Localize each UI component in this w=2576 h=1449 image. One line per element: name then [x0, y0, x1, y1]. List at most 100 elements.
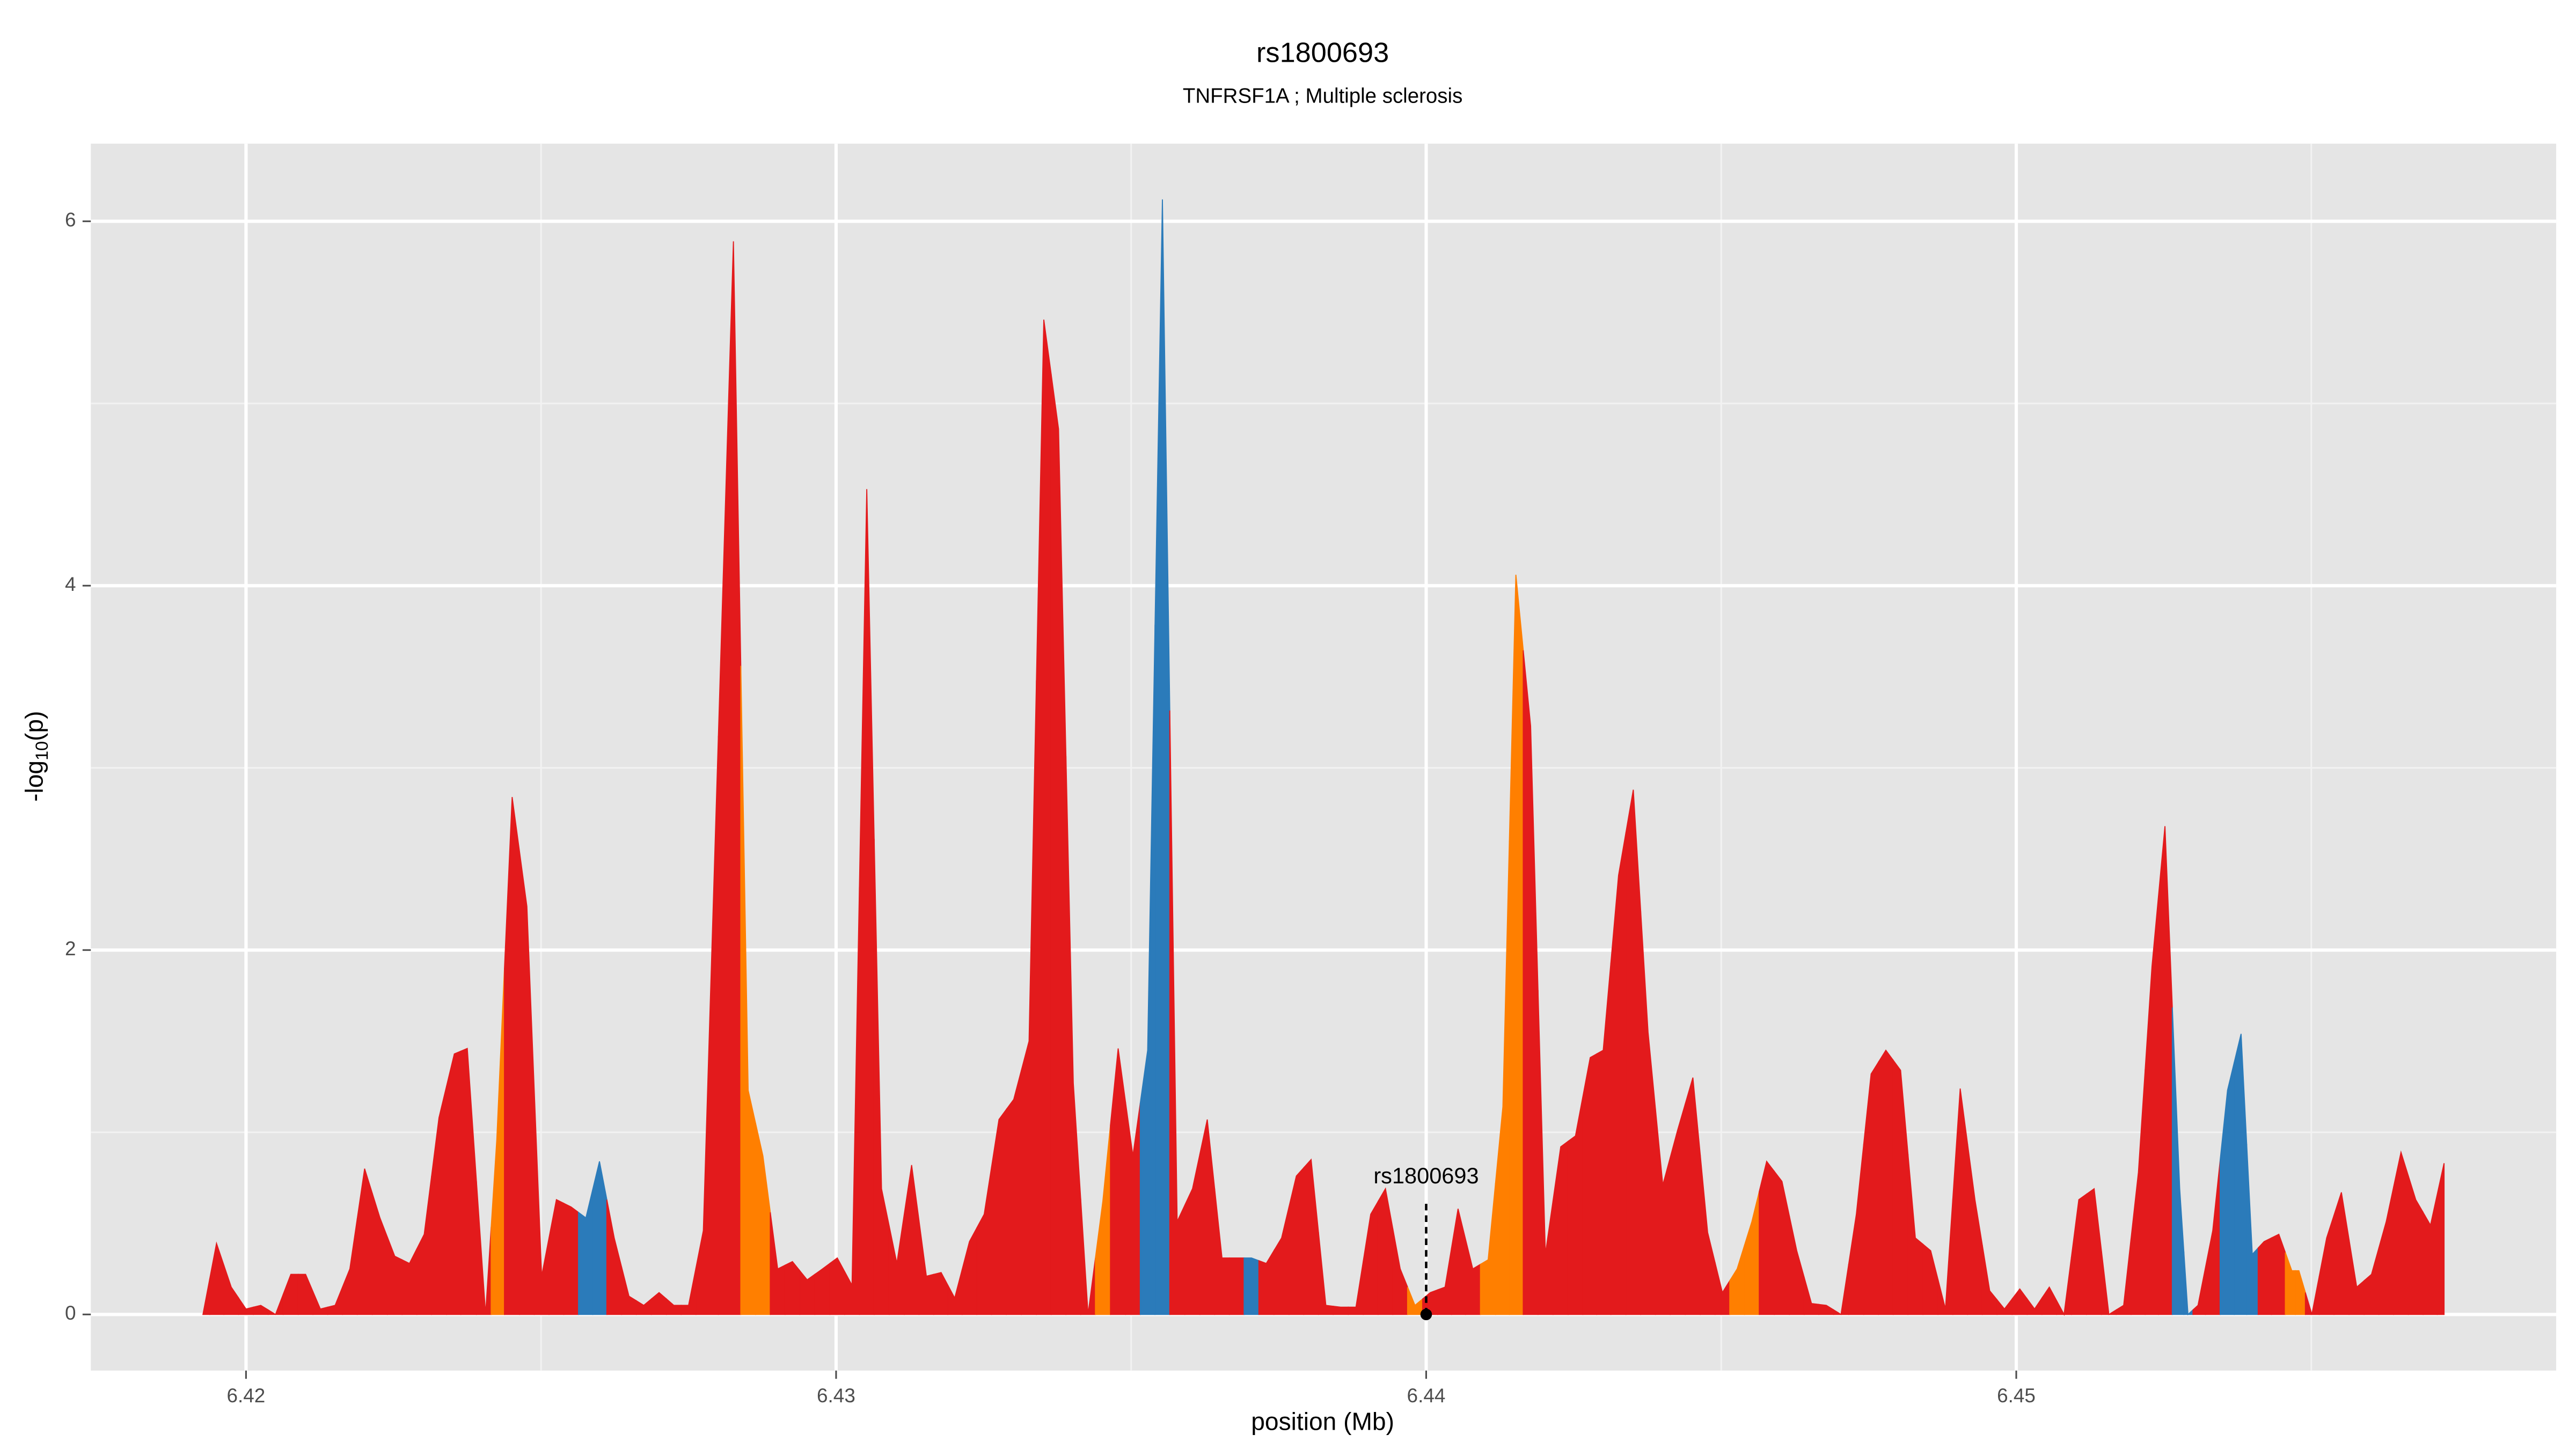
area-segment: [401, 1248, 418, 1315]
area-segment: [1495, 840, 1510, 1315]
area-segment: [1640, 911, 1656, 1315]
area-segment: [1080, 1198, 1096, 1315]
area-segment: [2070, 1193, 2087, 1315]
area-segment: [209, 1241, 225, 1315]
area-segment: [844, 887, 860, 1315]
area-segment: [578, 1189, 594, 1315]
area-segment: [1567, 1096, 1584, 1315]
area-segment: [1050, 374, 1067, 1315]
area-segment: [2192, 1268, 2206, 1315]
area-segment: [1625, 789, 1642, 1315]
area-segment: [386, 1236, 403, 1315]
area-segment: [1774, 1170, 1790, 1315]
area-segment: [1610, 832, 1627, 1315]
area-segment: [1833, 1264, 1849, 1315]
area-segment: [918, 1220, 934, 1315]
area-segment: [2234, 1034, 2248, 1315]
area-segment: [2145, 896, 2159, 1315]
area-segment: [1303, 1158, 1319, 1315]
area-segment: [431, 1086, 448, 1315]
area-segment: [1465, 1239, 1481, 1315]
area-segment: [2363, 1248, 2380, 1315]
area-segment: [2183, 1252, 2194, 1316]
area-segment: [519, 851, 535, 1315]
area-segment: [947, 1269, 963, 1315]
area-segment: [1273, 1206, 1290, 1315]
area-segment: [342, 1218, 358, 1315]
area-segment: [799, 1269, 816, 1315]
area-segment: [1348, 1260, 1364, 1315]
x-axis-title: position (Mb): [1251, 1407, 1394, 1435]
area-segment: [1922, 1243, 1939, 1315]
area-segment: [1407, 1287, 1423, 1315]
area-segment: [2304, 1276, 2320, 1315]
axes: 6.42 6.43 6.44 6.45 0 2 4 6: [65, 209, 2036, 1407]
area-segment: [1596, 962, 1612, 1315]
area-segment: [1154, 199, 1170, 1315]
chart-title: rs1800693: [1256, 37, 1389, 68]
area-segment: [1552, 1140, 1569, 1315]
y-tick-label: 0: [65, 1302, 76, 1324]
area-segment: [1451, 1209, 1466, 1315]
area-segment: [829, 1257, 845, 1315]
area-segment: [1537, 990, 1554, 1315]
area-segment: [1392, 1228, 1408, 1315]
area-segment: [976, 1167, 992, 1315]
area-segment: [1214, 1188, 1230, 1315]
area-segment: [2011, 1288, 2028, 1315]
area-segment: [563, 1202, 579, 1315]
area-segment: [533, 1091, 550, 1315]
area-segment: [665, 1298, 682, 1315]
chart-subtitle: TNFRSF1A ; Multiple sclerosis: [1183, 85, 1462, 108]
area-segment: [606, 1199, 623, 1315]
area-segment: [2318, 1214, 2335, 1315]
area-segment: [2171, 1007, 2185, 1315]
area-segment: [1670, 1103, 1686, 1315]
area-segment: [253, 1305, 269, 1315]
area-segment: [1169, 710, 1185, 1315]
area-segment: [621, 1267, 637, 1315]
y-tick-label: 4: [65, 573, 76, 595]
area-segment: [1863, 1060, 1879, 1315]
area-segment: [1907, 1154, 1924, 1315]
area-segment: [1021, 680, 1037, 1315]
area-segment: [859, 489, 875, 1315]
area-segment: [1759, 1160, 1775, 1315]
area-segment: [2056, 1257, 2072, 1316]
area-segment: [961, 1227, 978, 1315]
area-segment: [2101, 1252, 2117, 1315]
area-segment: [1228, 1257, 1245, 1315]
y-axis-title: -log10(p): [20, 711, 52, 802]
area-segment: [2041, 1286, 2058, 1315]
area-segment: [1685, 1077, 1701, 1315]
area-segment: [1258, 1249, 1275, 1315]
area-segment: [548, 1199, 565, 1315]
area-segment: [2219, 1062, 2235, 1315]
area-segment: [1110, 1048, 1126, 1315]
area-segment: [680, 1268, 697, 1315]
area-segment: [1818, 1304, 1834, 1315]
area-segment: [2393, 1150, 2409, 1315]
area-segment: [904, 1165, 920, 1315]
area-segment: [416, 1176, 433, 1315]
area-segment: [1952, 1088, 1968, 1315]
area-segment: [1509, 574, 1524, 1315]
x-tick-label: 6.45: [1997, 1385, 2036, 1407]
area-segment: [1480, 1183, 1496, 1315]
area-segment: [1333, 1305, 1349, 1315]
area-segment: [356, 1168, 373, 1315]
area-segment: [282, 1274, 299, 1315]
area-segment: [991, 1108, 1007, 1315]
area-segment: [1714, 1262, 1731, 1315]
area-segment: [2130, 1069, 2146, 1315]
area-segment: [1243, 1257, 1260, 1315]
area-segment: [1318, 1232, 1334, 1315]
area-segment: [2246, 1144, 2259, 1315]
area-segment: [475, 1181, 492, 1315]
area-segment: [327, 1287, 343, 1315]
area-segment: [755, 1123, 771, 1315]
x-tick-label: 6.42: [226, 1385, 265, 1407]
area-segment: [1139, 625, 1156, 1315]
